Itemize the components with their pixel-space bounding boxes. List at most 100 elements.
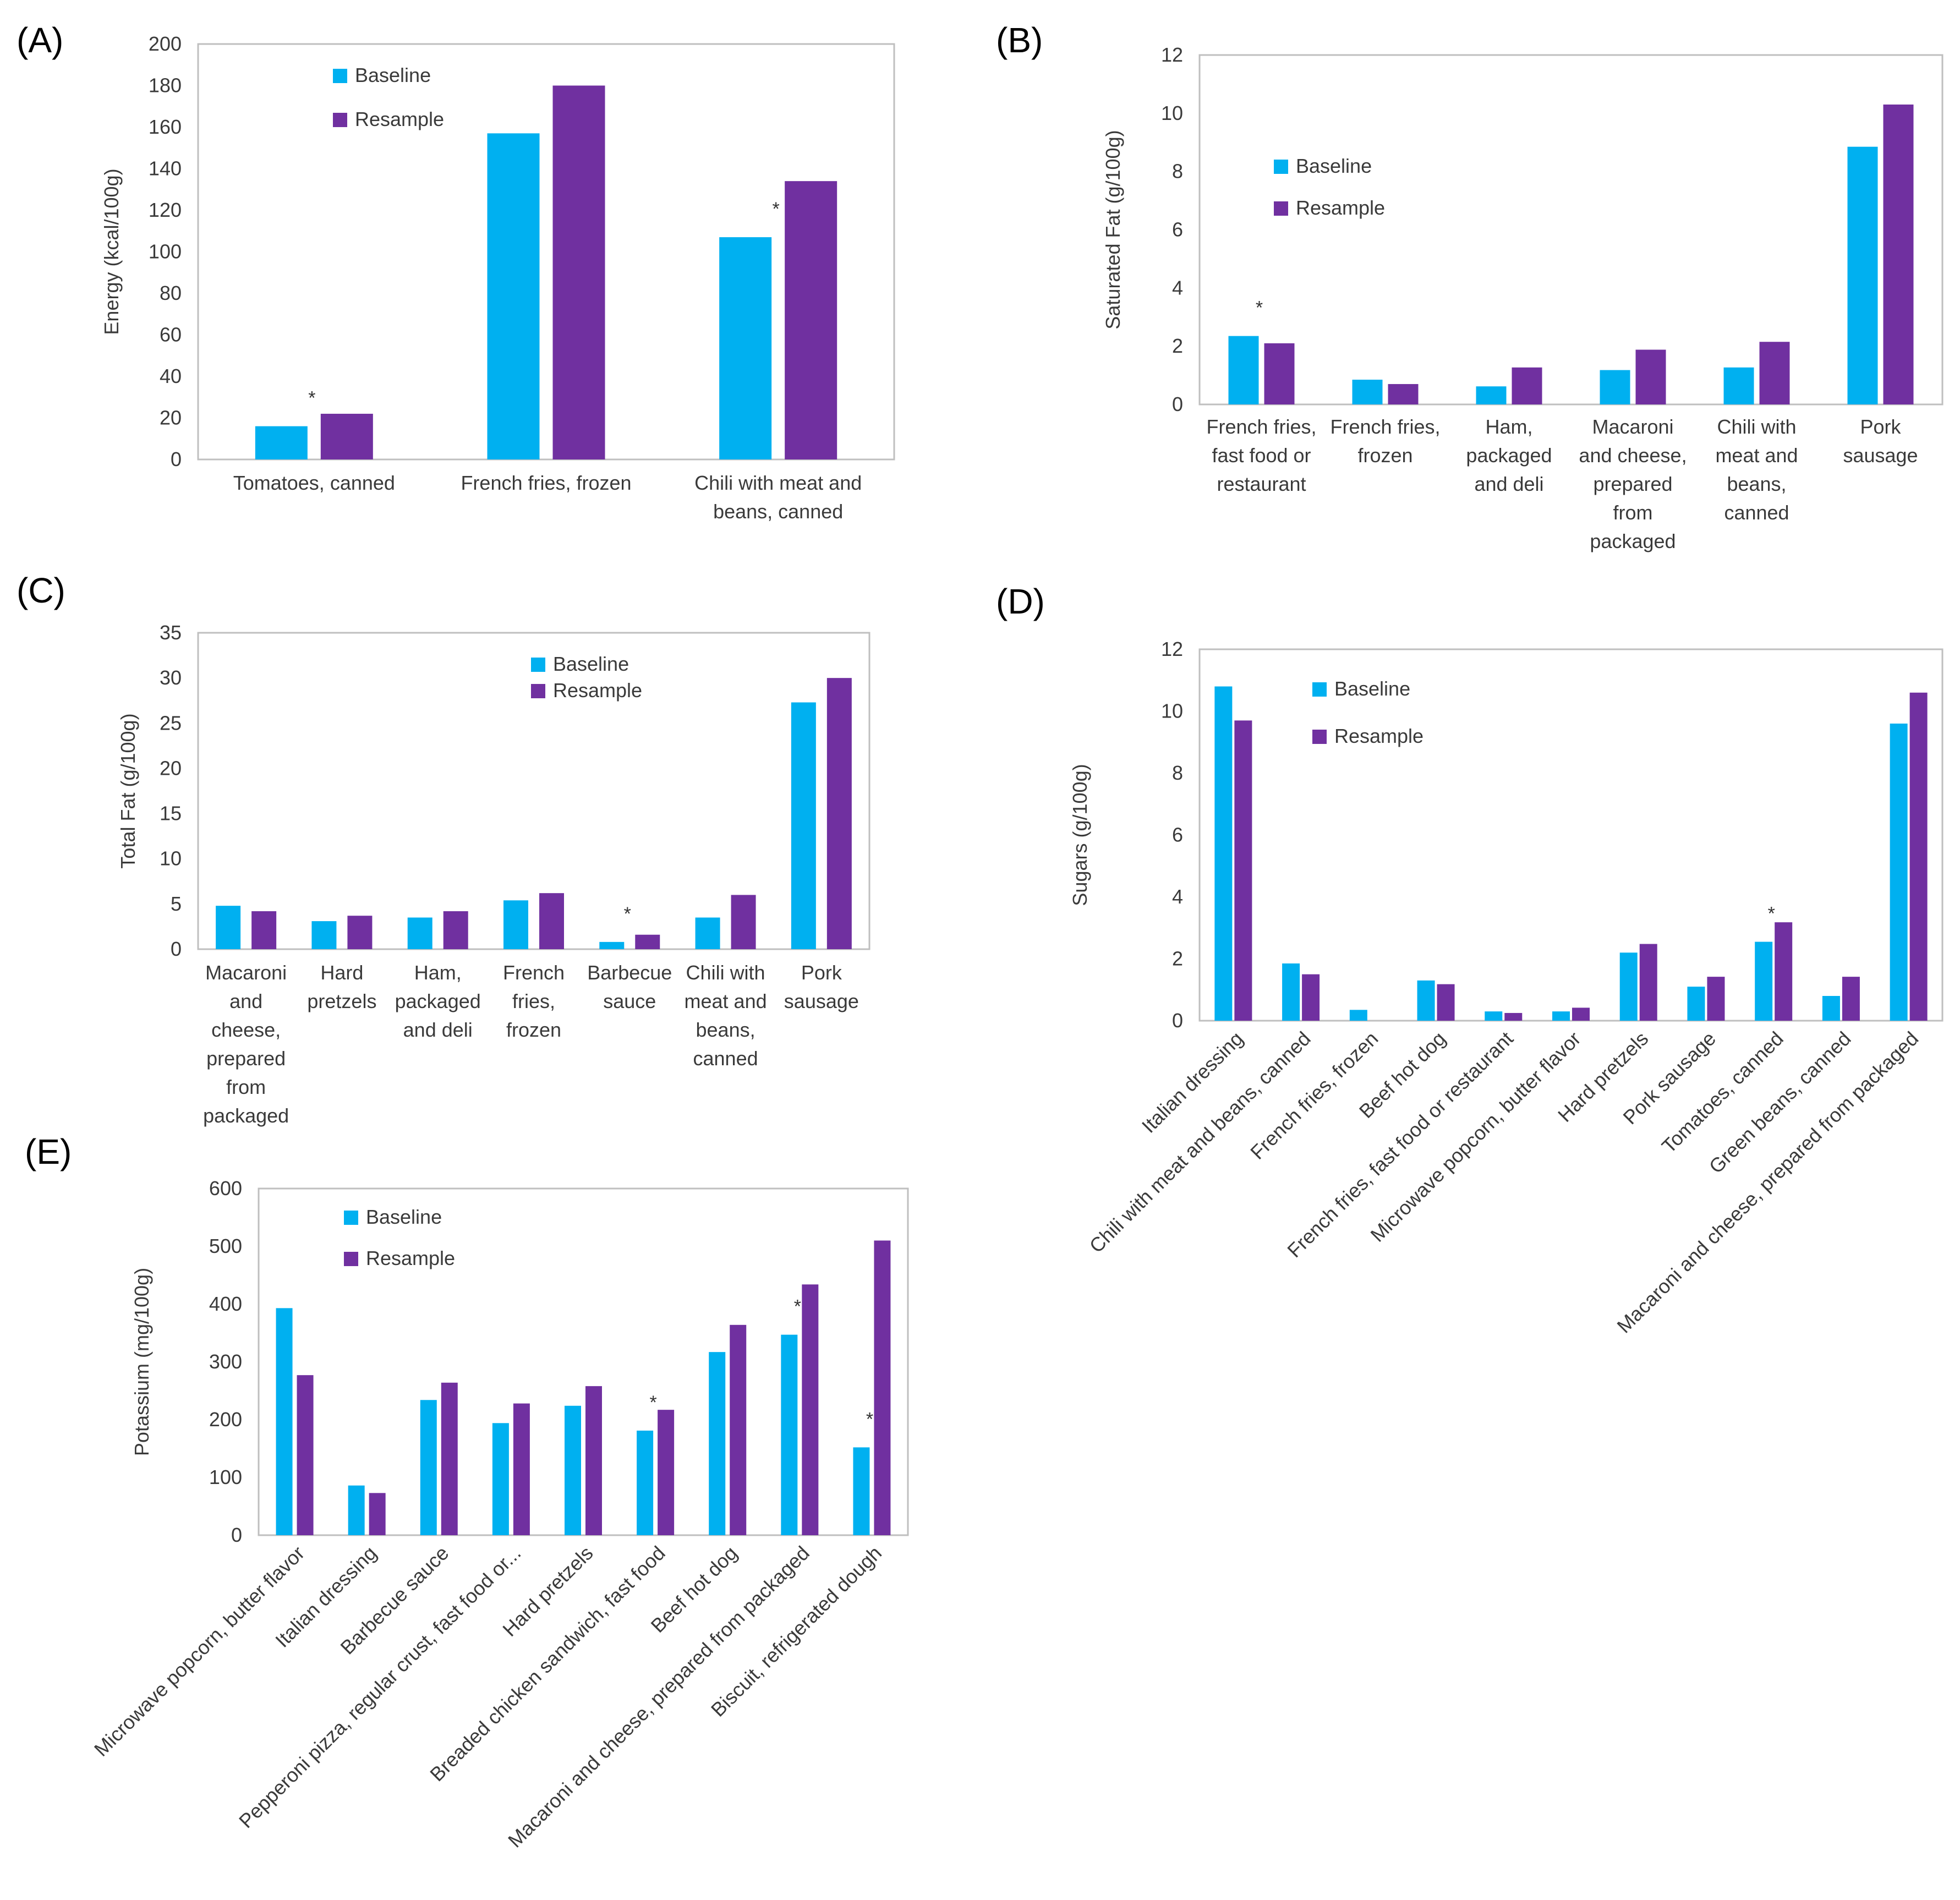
- significance-marker: *: [1768, 904, 1775, 924]
- bar-baseline: [781, 1334, 798, 1535]
- bar-baseline: [276, 1308, 293, 1535]
- category-label: French fries, frozen: [1246, 1027, 1382, 1164]
- bar-baseline: [1755, 941, 1773, 1021]
- bar-resample: [802, 1284, 819, 1535]
- legend-swatch-baseline: [1274, 160, 1288, 174]
- legend-swatch-resample: [344, 1252, 358, 1266]
- bar-baseline: [853, 1447, 870, 1535]
- y-tick-label: 0: [171, 938, 182, 960]
- significance-marker: *: [649, 1392, 656, 1413]
- y-tick-label: 30: [160, 666, 182, 689]
- bar-baseline: [1723, 367, 1754, 404]
- bar-resample: [585, 1386, 602, 1535]
- legend-label-resample: Resample: [366, 1247, 455, 1269]
- bar-resample: [1775, 922, 1793, 1021]
- legend-label-resample: Resample: [553, 679, 642, 702]
- bar-baseline: [1417, 980, 1435, 1021]
- y-tick-label: 80: [160, 282, 182, 304]
- bar-baseline: [216, 906, 241, 949]
- bar-baseline: [1228, 336, 1259, 404]
- legend-label-baseline: Baseline: [1296, 155, 1372, 177]
- legend-swatch-baseline: [1312, 682, 1327, 697]
- bar-resample: [658, 1410, 675, 1535]
- legend-label-baseline: Baseline: [553, 653, 629, 675]
- y-tick-label: 0: [1172, 1009, 1183, 1032]
- significance-marker: *: [794, 1296, 801, 1317]
- legend-label-baseline: Baseline: [366, 1206, 442, 1228]
- y-tick-label: 25: [160, 711, 182, 734]
- category-label: Ham, packaged and deli: [395, 961, 481, 1041]
- panel-label: (E): [25, 1132, 72, 1171]
- y-tick-label: 180: [149, 74, 182, 97]
- bar-baseline: [1214, 686, 1233, 1021]
- legend-label-baseline: Baseline: [355, 64, 431, 86]
- bar-resample: [297, 1375, 314, 1535]
- bar-resample: [635, 934, 660, 949]
- bar-baseline: [1619, 952, 1638, 1021]
- y-tick-label: 6: [1172, 824, 1183, 846]
- y-tick-label: 4: [1172, 885, 1183, 908]
- bar-baseline: [1600, 370, 1630, 404]
- bar-baseline: [503, 900, 528, 949]
- y-tick-label: 300: [209, 1350, 242, 1373]
- y-tick-label: 20: [160, 757, 182, 779]
- y-tick-label: 140: [149, 157, 182, 180]
- chart-panel-e: (E) 0 100 200 300 400 500 600 Potassium (mg/100g…: [25, 1132, 909, 1852]
- plot-frame: [1198, 54, 1943, 406]
- legend-label-resample: Resample: [1296, 196, 1385, 219]
- chart-panel-a: (A) 0 20 40 60 80 100 120 140 160 180 200 Energy (kc…: [17, 20, 895, 523]
- bar-resample: [539, 893, 564, 949]
- panel-label: (C): [17, 571, 65, 610]
- bar-baseline: [1822, 996, 1840, 1021]
- bar-baseline: [1890, 724, 1908, 1021]
- y-tick-label: 160: [149, 116, 182, 138]
- y-tick-label: 10: [160, 847, 182, 870]
- y-tick-label: 2: [1172, 335, 1183, 357]
- bar-resample: [1635, 349, 1666, 404]
- y-tick-label: 12: [1161, 638, 1183, 660]
- bar-resample: [1388, 384, 1419, 404]
- bar-baseline: [565, 1405, 581, 1535]
- legend-swatch-resample: [1312, 730, 1327, 744]
- bar-baseline: [1485, 1011, 1503, 1021]
- bar-resample: [369, 1493, 386, 1535]
- bar-resample: [1437, 984, 1455, 1021]
- bar-baseline: [420, 1400, 437, 1535]
- bar-baseline: [637, 1430, 654, 1535]
- significance-marker: *: [866, 1409, 873, 1430]
- legend-swatch-resample: [333, 113, 347, 127]
- bar-baseline: [407, 917, 432, 949]
- significance-marker: *: [773, 199, 780, 220]
- bar-baseline: [791, 702, 816, 949]
- bar-resample: [1639, 944, 1657, 1021]
- y-axis-title: Energy (kcal/100g): [100, 168, 123, 335]
- y-axis-title: Total Fat (g/100g): [117, 713, 139, 868]
- y-tick-label: 35: [160, 621, 182, 644]
- bar-resample: [1842, 977, 1860, 1021]
- legend-label-baseline: Baseline: [1334, 677, 1410, 700]
- bar-resample: [730, 1324, 747, 1535]
- bar-resample: [1264, 343, 1295, 404]
- panel-label: (A): [17, 20, 63, 60]
- y-tick-label: 2: [1172, 948, 1183, 970]
- category-label: French fries, frozen: [1330, 415, 1440, 467]
- bar-resample: [1909, 692, 1928, 1021]
- y-tick-label: 100: [209, 1466, 242, 1488]
- bar-resample: [552, 85, 605, 459]
- y-tick-label: 600: [209, 1177, 242, 1200]
- y-tick-label: 12: [1161, 43, 1183, 66]
- bar-baseline: [695, 917, 720, 949]
- bar-resample: [1759, 342, 1790, 404]
- y-tick-label: 5: [171, 892, 182, 915]
- bar-resample: [320, 413, 373, 459]
- bar-baseline: [1847, 146, 1878, 404]
- bar-resample: [1707, 977, 1725, 1021]
- legend-swatch-resample: [531, 684, 545, 698]
- category-label: Barbecue sauce: [587, 961, 672, 1012]
- y-tick-label: 120: [149, 199, 182, 221]
- y-axis-title: Saturated Fat (g/100g): [1102, 130, 1124, 329]
- plot-frame: [258, 1187, 909, 1536]
- legend-label-resample: Resample: [355, 108, 444, 130]
